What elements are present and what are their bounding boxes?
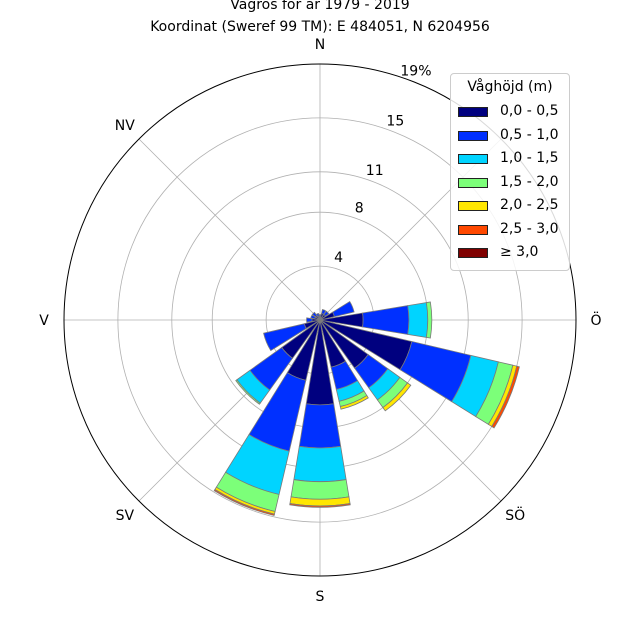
radial-tick-label: 4 [334, 250, 343, 266]
wind-rose-bar-segment [315, 312, 320, 318]
wind-rose-bar-segment [298, 403, 342, 449]
wind-rose-bars [213, 300, 520, 516]
wind-rose-bar-segment [293, 445, 347, 482]
outer-ring [63, 63, 577, 577]
direction-label: SV [116, 508, 135, 524]
legend-swatch [458, 130, 488, 141]
wind-rose-bar-segment [382, 382, 412, 412]
legend-label: 0,5 - 1,0 [500, 126, 559, 143]
direction-label: S [316, 589, 325, 605]
wind-rose-bar-segment [213, 488, 275, 516]
chart-subtitle: Koordinat (Sweref 99 TM): E 484051, N 62… [150, 19, 490, 35]
legend-item: 1,0 - 1,5 [458, 150, 568, 169]
legend-title: Våghöjd (m) [467, 79, 553, 95]
direction-label: V [39, 313, 49, 329]
wind-rose-bar-segment [339, 395, 369, 410]
wind-rose-bar-segment [289, 503, 351, 508]
wind-rose-bar-segment [321, 309, 327, 315]
wind-rose-bar-segment [362, 305, 410, 335]
legend-item: 0,0 - 0,5 [458, 103, 568, 122]
radial-gridcircle [117, 117, 523, 523]
legend-item: ≥ 3,0 [458, 244, 568, 263]
legend-swatch [458, 201, 488, 211]
legend-label: 1,5 - 2,0 [500, 173, 559, 190]
direction-label: NV [115, 118, 135, 134]
wind-rose-bar-segment [491, 365, 520, 429]
wind-rose-bar-segment [235, 379, 261, 405]
legend-item: 1,5 - 2,0 [458, 173, 568, 193]
wind-rose-bar-segment [310, 314, 316, 320]
wind-rose-bar-segment [306, 317, 313, 323]
legend-item: 2,5 - 3,0 [458, 220, 568, 240]
wind-rose-bar-segment [290, 479, 350, 500]
wind-rose-bar-segment [311, 311, 318, 318]
legend-item: 2,0 - 2,5 [458, 197, 568, 216]
radial-tick-label: 8 [355, 200, 364, 216]
legend-swatch [458, 224, 488, 235]
direction-label: N [315, 37, 325, 53]
direction-label: Ö [590, 311, 601, 329]
legend-swatch [458, 248, 488, 258]
legend-label: 2,0 - 2,5 [500, 197, 559, 213]
wind-rose-bar-segment [323, 310, 330, 317]
legend-label: 0,0 - 0,5 [500, 103, 559, 119]
radial-tick-label: 11 [366, 163, 384, 179]
radial-gridline [138, 138, 321, 321]
legend-swatch [458, 107, 488, 117]
polar-labels: 4 8 11 15 19% N Ö SÖ S SV V NV [39, 37, 601, 605]
legend-item: 0,5 - 1,0 [458, 126, 568, 146]
legend-swatch [458, 154, 488, 164]
direction-label: SÖ [505, 506, 525, 524]
wind-rose-bar-segment [332, 300, 355, 318]
wind-rose-bar-segment [425, 301, 433, 339]
radial-tick-label: 19% [400, 63, 431, 79]
wind-rose-bar-segment [263, 323, 307, 352]
legend-label: 2,5 - 3,0 [500, 220, 559, 237]
legend-label: 1,0 - 1,5 [500, 150, 559, 166]
legend-swatch [458, 177, 488, 188]
legend: Våghöjd (m) 0,0 - 0,5 0,5 - 1,0 1,0 - 1,5 1… [450, 73, 570, 271]
radial-tick-label: 15 [386, 113, 404, 129]
chart-title: Vågros för år 1979 - 2019 [230, 0, 410, 13]
legend-label: ≥ 3,0 [500, 244, 539, 260]
wind-rose-bar-segment [407, 302, 429, 338]
